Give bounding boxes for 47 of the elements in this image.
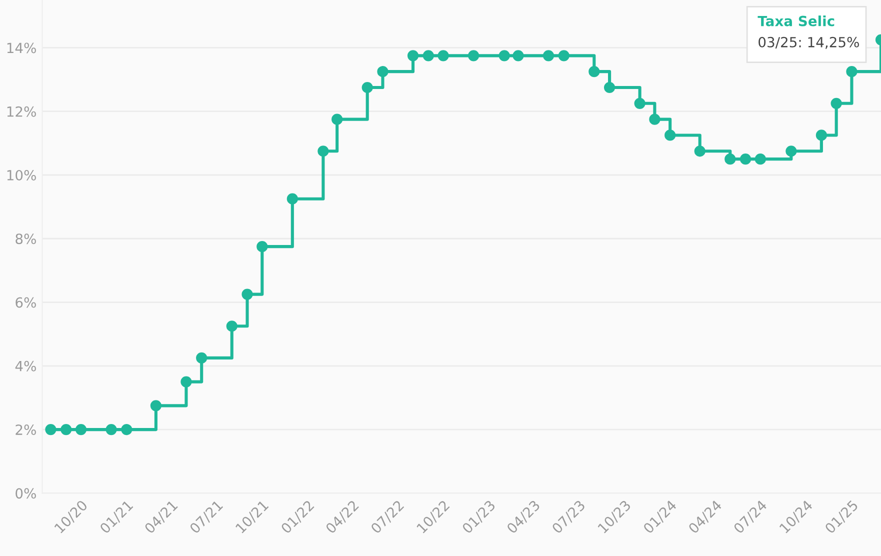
point (830, 98, 842, 109)
y-tick-label: 0% (16, 488, 36, 499)
point (604, 82, 616, 94)
point (407, 50, 419, 62)
point (106, 424, 117, 436)
point (377, 66, 388, 78)
point (498, 50, 510, 62)
point (588, 66, 600, 78)
point (740, 154, 752, 165)
y-tick-label: 6% (16, 297, 36, 308)
point (75, 424, 87, 436)
point (422, 50, 434, 62)
y-tick-label: 10% (7, 170, 36, 180)
y-tick-label: 8% (16, 234, 36, 244)
point (664, 130, 676, 141)
y-tick-label: 2% (16, 424, 36, 436)
point (60, 424, 72, 436)
point (438, 50, 449, 62)
point (724, 154, 736, 165)
y-tick-label: 14% (7, 42, 36, 54)
point (242, 288, 253, 300)
point (226, 320, 238, 332)
annotation: 03/25: 14,25% (758, 36, 859, 49)
point (468, 50, 480, 62)
point (45, 424, 56, 436)
point (694, 146, 706, 157)
point (634, 98, 646, 109)
annotation: Taxa Selic (758, 16, 834, 26)
point (332, 114, 343, 125)
point (196, 352, 208, 364)
point (786, 146, 797, 157)
point (816, 130, 827, 141)
point (256, 241, 268, 252)
point (318, 146, 329, 157)
point (649, 114, 660, 125)
point (180, 376, 192, 388)
point (362, 82, 373, 94)
point (512, 50, 524, 62)
point (286, 193, 298, 204)
y-tick-label: 12% (7, 106, 36, 117)
point (558, 50, 570, 62)
point (754, 154, 766, 165)
point (121, 424, 132, 436)
point (150, 400, 162, 412)
y-tick-label: 4% (15, 360, 36, 372)
point (846, 66, 858, 78)
point (542, 50, 554, 62)
